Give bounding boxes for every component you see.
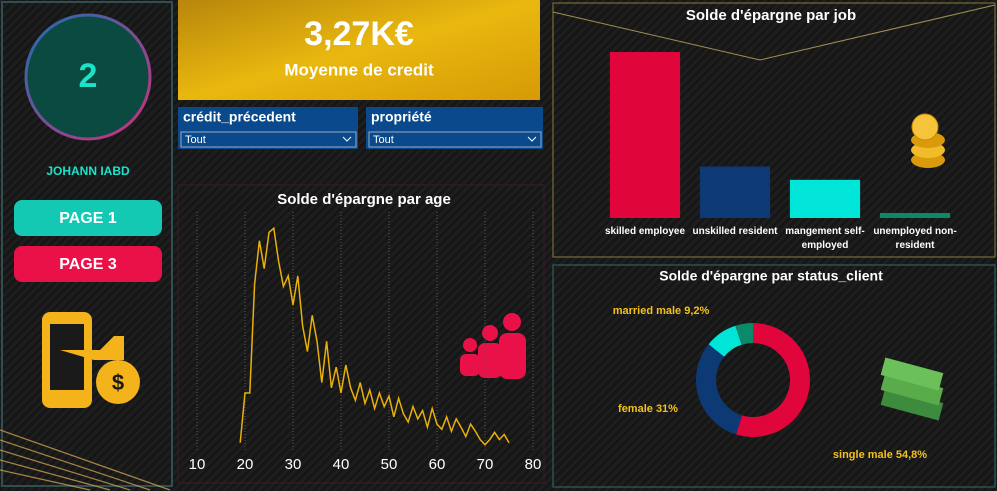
- x-tick-label: mangement self-employed: [785, 226, 865, 251]
- filter[interactable]: propriété Tout: [366, 107, 543, 149]
- filter-label: crédit_précedent: [183, 109, 296, 125]
- x-tick-label: unemployed non-resident: [873, 226, 957, 251]
- pie-slice: [736, 323, 810, 437]
- x-tick-label: skilled employee: [604, 226, 686, 237]
- x-tick-label: skilled employee: [604, 226, 686, 237]
- line: [239, 226, 510, 446]
- chart-title: Solde d'épargne par age: [277, 191, 451, 208]
- page-button-label[interactable]: PAGE 1: [59, 210, 117, 227]
- x-tick-label: 80: [525, 456, 542, 473]
- filter[interactable]: crédit_précedent Tout: [178, 107, 358, 149]
- x-tick-label: 10: [189, 456, 206, 473]
- x-tick-label: 40: [333, 456, 350, 473]
- data-label: married male 9,2%: [613, 305, 710, 317]
- filter-value[interactable]: Tout: [185, 134, 206, 146]
- x-tick-label: unemployed non-resident: [873, 226, 957, 251]
- bar: [879, 213, 951, 218]
- pie-slice: [695, 344, 743, 435]
- kpi-label: Moyenne de credit: [284, 60, 434, 79]
- x-tick-label: 50: [381, 456, 398, 473]
- pie-slice: [708, 325, 742, 357]
- chart-title: Solde d'épargne par job: [686, 7, 856, 24]
- panel-deco: [552, 4, 996, 61]
- x-tick-label: 70: [477, 456, 494, 473]
- gold-lines: [0, 429, 171, 491]
- badge: 2: [79, 57, 98, 95]
- x-tick-label: unskilled resident: [692, 226, 778, 237]
- pie-slice: [735, 323, 753, 345]
- data-label: female 31%: [618, 403, 678, 415]
- coins-icon: [911, 113, 945, 168]
- page-button[interactable]: [14, 246, 162, 282]
- page-button[interactable]: [14, 200, 162, 236]
- kpi-card: [178, 0, 540, 100]
- filter-label: propriété: [371, 109, 432, 125]
- payment-icon: $: [42, 312, 140, 408]
- chart-title: Solde d'épargne par status_client: [659, 268, 883, 284]
- bar: [699, 166, 771, 218]
- money-icon: [880, 357, 944, 421]
- filter-value[interactable]: Tout: [373, 134, 394, 146]
- user-name: JOHANN IABD: [46, 164, 130, 178]
- bar: [789, 179, 861, 218]
- x-tick-label: 30: [285, 456, 302, 473]
- kpi-value: 3,27K€: [304, 15, 414, 53]
- pie-panel: [552, 264, 996, 488]
- x-tick-label: 20: [237, 456, 254, 473]
- people-icon: [460, 313, 526, 379]
- data-label: single male 54,8%: [833, 449, 927, 461]
- line-panel: [177, 184, 545, 484]
- x-tick-label: unskilled resident: [692, 226, 778, 237]
- svg-text:$: $: [112, 370, 124, 395]
- page-button-label[interactable]: PAGE 3: [59, 256, 117, 273]
- x-tick-label: 60: [429, 456, 446, 473]
- bar-panel: [552, 2, 996, 258]
- badge-circle: [24, 13, 152, 141]
- x-tick-label: mangement self-employed: [785, 226, 865, 251]
- bar: [609, 52, 681, 218]
